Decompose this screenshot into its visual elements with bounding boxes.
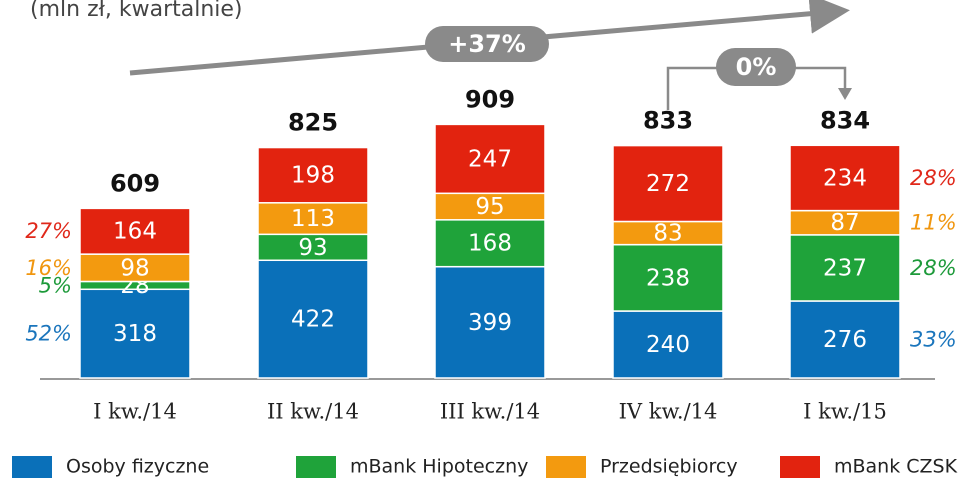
legend-label: mBank Hipoteczny bbox=[350, 456, 528, 478]
annotation-pill bbox=[716, 48, 796, 86]
value-label: 234 bbox=[823, 165, 867, 191]
total-label: 609 bbox=[110, 169, 160, 197]
bar-segment bbox=[612, 243, 724, 312]
value-label: 93 bbox=[298, 235, 327, 261]
bar-segment bbox=[257, 233, 369, 262]
bar-segment bbox=[257, 146, 369, 204]
value-label: 247 bbox=[468, 146, 512, 172]
share-label: 5% bbox=[39, 273, 72, 297]
value-label: 399 bbox=[468, 310, 512, 336]
x-tick-label: II kw./14 bbox=[267, 400, 359, 424]
legend-swatch bbox=[780, 456, 820, 478]
total-label: 834 bbox=[820, 106, 870, 134]
x-tick-label: III kw./14 bbox=[440, 400, 540, 424]
legend-label: mBank CZSK bbox=[834, 456, 958, 478]
value-label: 164 bbox=[113, 219, 157, 245]
value-label: 272 bbox=[646, 171, 690, 197]
bar-segment bbox=[434, 265, 546, 379]
bar-segment bbox=[257, 259, 369, 379]
annotation-pill bbox=[425, 26, 549, 62]
bar-segment bbox=[789, 300, 901, 379]
legend-swatch bbox=[12, 456, 52, 478]
bar-segment bbox=[434, 123, 546, 195]
total-label: 825 bbox=[288, 109, 338, 137]
value-label: 83 bbox=[653, 221, 682, 247]
total-label: 833 bbox=[643, 107, 693, 135]
x-tick-label: I kw./15 bbox=[803, 400, 887, 424]
value-label: 238 bbox=[646, 265, 690, 291]
annotation: +37% bbox=[448, 30, 526, 58]
value-label: 198 bbox=[291, 163, 335, 189]
legend-swatch bbox=[296, 456, 336, 478]
legend-swatch bbox=[546, 456, 586, 478]
share-label: 27% bbox=[25, 219, 72, 243]
share-label: 16% bbox=[25, 256, 72, 280]
value-label: 240 bbox=[646, 332, 690, 358]
value-label: 318 bbox=[113, 321, 157, 347]
value-label: 98 bbox=[120, 255, 149, 281]
value-label: 113 bbox=[291, 206, 335, 232]
bar-segment bbox=[434, 219, 546, 268]
bar-segment bbox=[789, 209, 901, 236]
chart-title: (mln zł, kwartalnie) bbox=[30, 0, 243, 22]
value-label: 237 bbox=[823, 255, 867, 281]
bracket-head bbox=[838, 88, 852, 100]
legend-label: Przedsiębiorcy bbox=[600, 456, 738, 478]
bar-segment bbox=[789, 144, 901, 212]
share-label: 28% bbox=[910, 166, 957, 190]
share-label: 11% bbox=[910, 211, 957, 235]
share-label: 33% bbox=[910, 327, 957, 351]
bar-segment bbox=[434, 192, 546, 221]
bar-segment bbox=[79, 207, 191, 255]
share-label: 28% bbox=[910, 256, 957, 280]
value-label: 95 bbox=[475, 194, 504, 220]
x-tick-label: IV kw./14 bbox=[619, 400, 718, 424]
x-tick-label: I kw./14 bbox=[93, 400, 177, 424]
value-label: 422 bbox=[291, 307, 335, 333]
bar-segment bbox=[79, 253, 191, 283]
bar-segment bbox=[789, 234, 901, 302]
bar-segment bbox=[612, 310, 724, 379]
value-label: 87 bbox=[830, 210, 859, 236]
bar-segment bbox=[257, 202, 369, 236]
annotation: 0% bbox=[736, 53, 777, 81]
bar-segment bbox=[612, 144, 724, 223]
share-label: 52% bbox=[25, 322, 72, 346]
total-label: 909 bbox=[465, 85, 515, 113]
legend-label: Osoby fizyczne bbox=[66, 456, 209, 478]
value-label: 276 bbox=[823, 327, 867, 353]
value-label: 168 bbox=[468, 231, 512, 257]
